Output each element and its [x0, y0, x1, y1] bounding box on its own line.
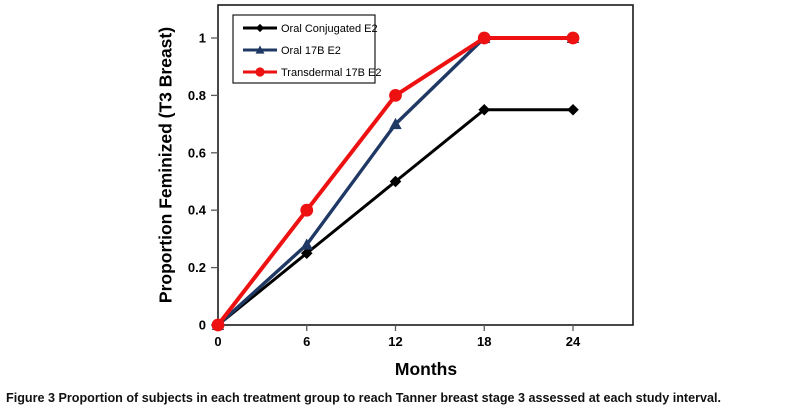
y-axis-tick-label: 0.6 [188, 145, 206, 160]
y-axis-tick-label: 0.8 [188, 88, 206, 103]
circle-marker [255, 67, 265, 77]
x-axis-tick-label: 12 [388, 334, 402, 349]
circle-marker [211, 318, 225, 332]
triangle-marker [255, 45, 265, 54]
x-axis-tick-label: 6 [303, 334, 310, 349]
y-axis-tick-label: 1 [199, 31, 206, 46]
triangle-marker [389, 117, 402, 130]
x-axis-tick-label: 0 [214, 334, 221, 349]
x-axis-tick-label: 24 [566, 334, 581, 349]
y-axis-tick-label: 0.4 [188, 203, 207, 218]
x-axis-title: Months [394, 359, 458, 379]
figure-caption-label: Figure 3 [6, 391, 55, 405]
figure-caption: Figure 3 Proportion of subjects in each … [6, 391, 792, 405]
legend-label: Oral Conjugated E2 [281, 23, 378, 35]
diamond-marker [300, 247, 313, 260]
plot-border [217, 4, 634, 326]
circle-marker [389, 89, 402, 102]
triangle-marker [300, 238, 313, 250]
legend-label: Oral 17B E2 [281, 45, 341, 57]
y-axis-tick-label: 0 [199, 318, 206, 333]
legend-label: Transdermal 17B E2 [281, 67, 381, 79]
circle-marker [566, 31, 580, 45]
diamond-marker [255, 23, 265, 33]
series-line-0 [216, 108, 575, 327]
x-axis-tick-label: 18 [477, 334, 491, 349]
figure-caption-text: Proportion of subjects in each treatment… [58, 391, 722, 405]
chart-canvas: 0 0.2 0.4 0.6 0.8 1 0 6 12 18 24 Oral Conjugated E2… [188, 4, 634, 349]
y-axis-title: Proportion Feminized (T3 Breast) [155, 26, 176, 304]
diamond-marker [389, 175, 402, 188]
circle-marker [477, 31, 491, 45]
diamond-marker [478, 103, 491, 116]
diamond-marker [567, 103, 579, 116]
y-axis-tick-label: 0.2 [188, 260, 206, 275]
circle-marker [300, 203, 314, 217]
